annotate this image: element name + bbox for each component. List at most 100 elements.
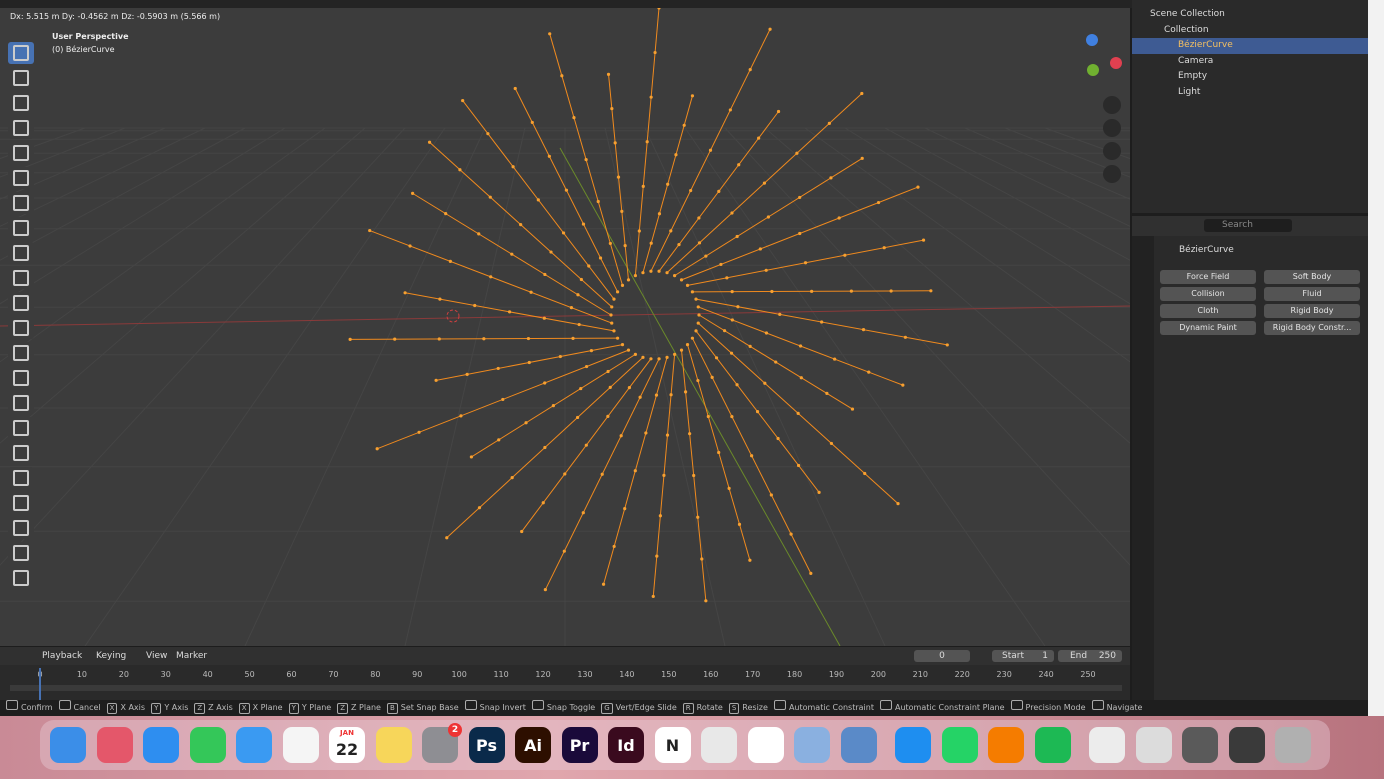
tool-icon bbox=[13, 420, 29, 436]
key-hint: R bbox=[682, 703, 694, 714]
tool-button[interactable] bbox=[8, 217, 34, 239]
dock-icon[interactable] bbox=[1228, 727, 1265, 763]
physics-button[interactable]: Rigid Body bbox=[1264, 304, 1360, 318]
tool-button[interactable] bbox=[8, 167, 34, 189]
end-field[interactable]: End 250 bbox=[1058, 650, 1122, 662]
dock-icon[interactable] bbox=[189, 727, 226, 763]
dock-icon[interactable]: N bbox=[654, 727, 691, 763]
status-label: Navigate bbox=[1106, 703, 1143, 712]
tool-button[interactable] bbox=[8, 267, 34, 289]
current-frame[interactable]: 0 bbox=[914, 650, 970, 662]
outliner-row[interactable]: Empty bbox=[1132, 69, 1368, 85]
dock-icon[interactable] bbox=[375, 727, 412, 763]
dock-icon[interactable] bbox=[1034, 727, 1071, 763]
tool-button[interactable] bbox=[8, 117, 34, 139]
dock-icon[interactable] bbox=[1182, 727, 1218, 763]
curve-point bbox=[776, 109, 781, 114]
tool-button[interactable] bbox=[8, 242, 34, 264]
physics-button[interactable]: Dynamic Paint bbox=[1160, 321, 1256, 335]
dock-icon[interactable]: Id bbox=[608, 727, 644, 763]
tool-button[interactable] bbox=[8, 342, 34, 364]
dock-icon[interactable] bbox=[1275, 727, 1311, 763]
dock-icon[interactable] bbox=[840, 727, 877, 763]
outliner-label: Collection bbox=[1164, 24, 1209, 35]
tool-button[interactable] bbox=[8, 467, 34, 489]
dock-icon[interactable] bbox=[143, 727, 179, 763]
physics-button[interactable]: Soft Body bbox=[1264, 270, 1360, 284]
timeline-menu[interactable]: View bbox=[146, 651, 168, 661]
dock-icon[interactable] bbox=[96, 727, 133, 763]
curve-point bbox=[683, 390, 688, 394]
start-field[interactable]: Start 1 bbox=[992, 650, 1054, 662]
key-hint: Z bbox=[337, 703, 349, 714]
key-icon bbox=[1091, 700, 1104, 710]
timeline-menu[interactable]: Playback bbox=[42, 651, 83, 661]
outliner-row[interactable]: Collection bbox=[1132, 23, 1368, 39]
dock-icon[interactable] bbox=[988, 727, 1024, 763]
viewport-3d[interactable]: Dx: 5.515 m Dy: -0.4562 m Dz: -0.5903 m … bbox=[0, 8, 1130, 646]
tool-button[interactable] bbox=[8, 442, 34, 464]
tool-button[interactable] bbox=[8, 567, 34, 589]
status-label: Automatic Constraint Plane bbox=[894, 703, 1005, 712]
dock-icon[interactable]: Ps bbox=[468, 727, 505, 763]
tool-button[interactable] bbox=[8, 92, 34, 114]
curve-point bbox=[572, 116, 576, 120]
outliner-row[interactable]: Camera bbox=[1132, 54, 1368, 70]
properties-tabs bbox=[1132, 236, 1154, 700]
tool-button[interactable] bbox=[8, 417, 34, 439]
dock-icon[interactable]: Ai bbox=[515, 727, 551, 763]
dock-icon[interactable] bbox=[1089, 727, 1125, 763]
curve-point bbox=[542, 316, 546, 320]
curve-point bbox=[598, 256, 603, 260]
tool-button[interactable] bbox=[8, 67, 34, 89]
dock-icon[interactable] bbox=[895, 727, 931, 763]
dock-icon[interactable] bbox=[1135, 727, 1172, 763]
key-icon bbox=[879, 700, 892, 710]
physics-button[interactable]: Fluid bbox=[1264, 287, 1360, 301]
physics-button[interactable]: Rigid Body Constr... bbox=[1264, 321, 1360, 335]
curve-point bbox=[579, 277, 583, 282]
dock-icon[interactable] bbox=[701, 727, 737, 763]
dock-icon[interactable] bbox=[236, 727, 272, 763]
tool-button[interactable] bbox=[8, 192, 34, 214]
curve-point bbox=[644, 431, 648, 435]
dock-icon[interactable] bbox=[747, 727, 784, 763]
tool-button[interactable] bbox=[8, 142, 34, 164]
dock-icon[interactable]: Pr bbox=[561, 727, 598, 763]
physics-button[interactable]: Cloth bbox=[1160, 304, 1256, 318]
curve-point bbox=[651, 594, 655, 599]
dock-icon[interactable] bbox=[50, 727, 86, 763]
curve-point bbox=[444, 212, 448, 216]
curve-point bbox=[748, 344, 752, 348]
dock-icon[interactable] bbox=[941, 727, 978, 763]
curve-point bbox=[497, 438, 501, 442]
outliner: Scene Collection Collection BézierCurve Cam… bbox=[1132, 0, 1368, 213]
tool-button[interactable] bbox=[8, 517, 34, 539]
tool-button[interactable] bbox=[8, 392, 34, 414]
tool-button[interactable] bbox=[8, 292, 34, 314]
curve-point bbox=[945, 343, 949, 347]
curve-point bbox=[403, 291, 407, 295]
frame-tick-label: 10 bbox=[76, 670, 87, 679]
tool-button[interactable] bbox=[8, 42, 34, 64]
tool-button[interactable] bbox=[8, 367, 34, 389]
tool-button[interactable] bbox=[8, 542, 34, 564]
dock-icon[interactable] bbox=[794, 727, 830, 763]
timeline-menu[interactable]: Keying bbox=[96, 651, 127, 661]
outliner-row[interactable]: BézierCurve bbox=[1132, 38, 1368, 54]
dock-icon[interactable]: 2 bbox=[422, 723, 462, 763]
dock-icon[interactable] bbox=[282, 727, 319, 763]
outliner-row[interactable]: Scene Collection bbox=[1132, 7, 1368, 23]
outliner-row[interactable]: Light bbox=[1132, 85, 1368, 101]
physics-button[interactable]: Collision bbox=[1160, 287, 1256, 301]
curve-point bbox=[655, 554, 659, 558]
dock-icon[interactable]: JAN 22 bbox=[329, 727, 365, 763]
timeline-menu[interactable]: Marker bbox=[176, 651, 208, 661]
curve-point bbox=[606, 72, 611, 76]
end-value: 250 bbox=[1098, 651, 1116, 661]
tool-button[interactable] bbox=[8, 492, 34, 514]
search-field[interactable]: Search bbox=[1204, 219, 1292, 232]
outliner-label: BézierCurve bbox=[1178, 40, 1233, 50]
physics-button[interactable]: Force Field bbox=[1160, 270, 1256, 284]
tool-button[interactable] bbox=[8, 317, 34, 339]
